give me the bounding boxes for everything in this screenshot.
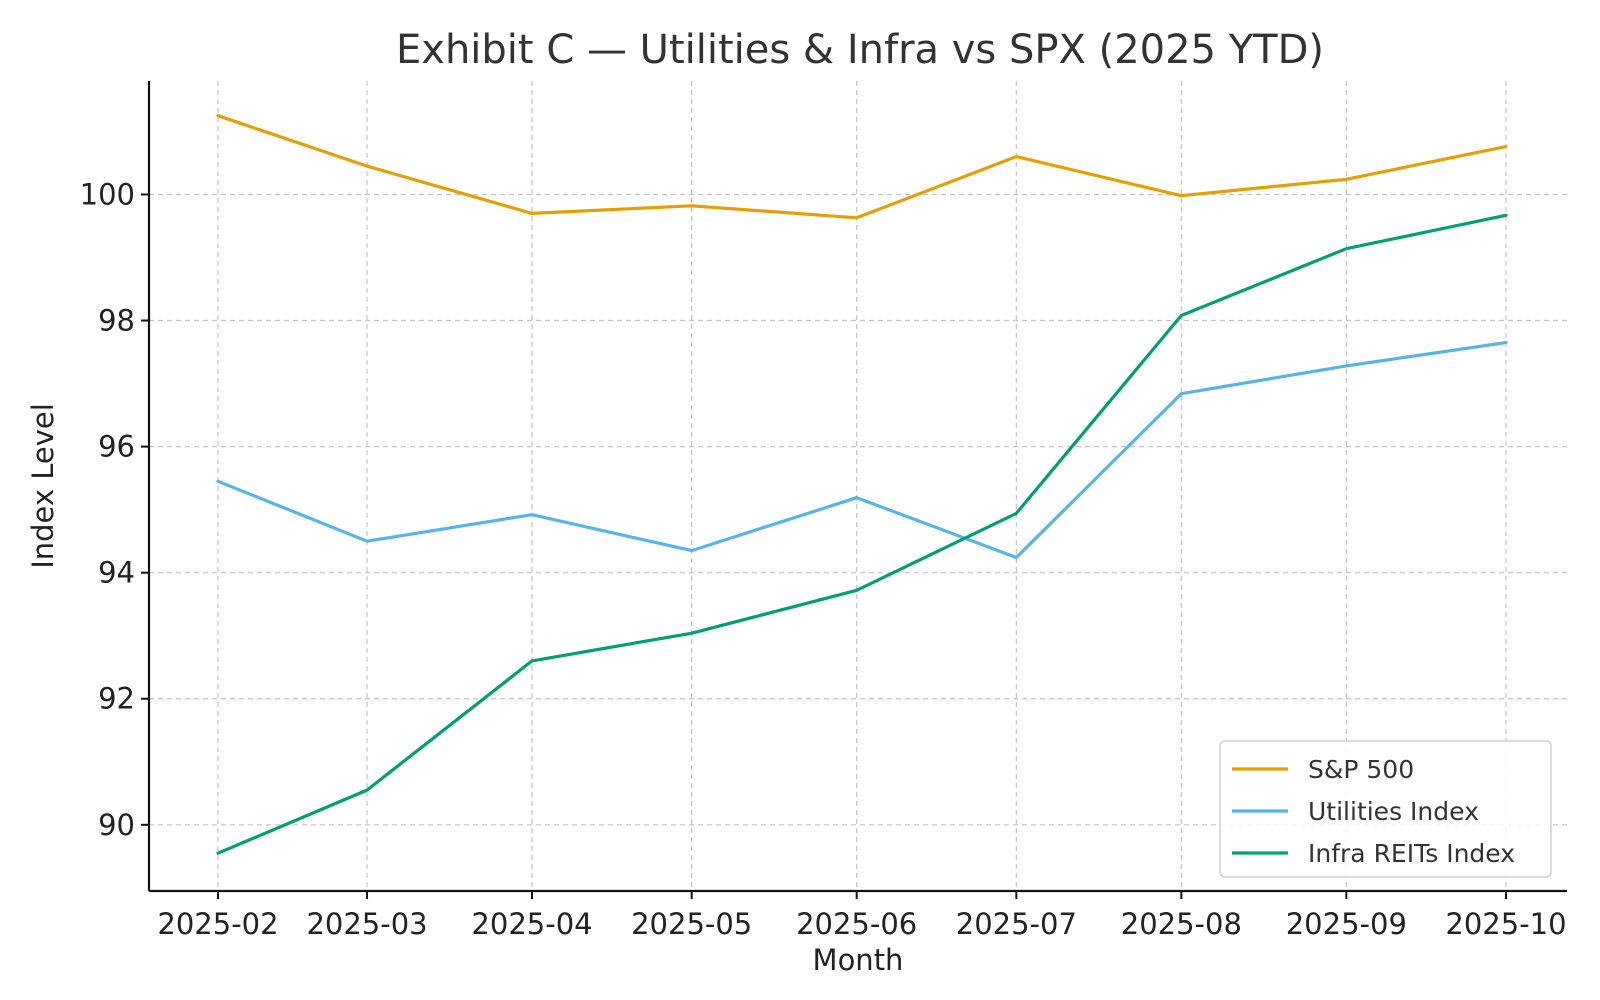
- x-tick-label: 2025-06: [796, 907, 917, 941]
- y-tick-label: 94: [98, 556, 135, 590]
- x-tick-label: 2025-07: [956, 907, 1077, 941]
- x-tick-label: 2025-04: [471, 907, 592, 941]
- y-tick-label: 98: [98, 304, 135, 338]
- y-tick-label: 90: [98, 808, 135, 842]
- x-axis-label: Month: [813, 943, 904, 977]
- series-line-s-p-500: [216, 114, 1508, 220]
- y-tick-label: 96: [98, 430, 135, 464]
- series-layer: [216, 114, 1508, 855]
- y-tick-label: 92: [98, 682, 135, 716]
- x-tick-label: 2025-05: [631, 907, 752, 941]
- series-line-infra-reits-index: [216, 213, 1508, 855]
- x-tick-label: 2025-03: [306, 907, 427, 941]
- legend-label: Infra REITs Index: [1308, 839, 1515, 868]
- grid-layer: [149, 81, 1567, 891]
- x-tick-label: 2025-10: [1445, 907, 1566, 941]
- x-ticks: 2025-02 2025-03 2025-04 2025-05 2025-06 2025-…: [157, 891, 1567, 941]
- chart-title: Exhibit C — Utilities & Infra vs SPX (20…: [396, 27, 1324, 73]
- axes: [147, 81, 1567, 893]
- x-tick-label: 2025-02: [157, 907, 278, 941]
- legend-box: [1219, 740, 1552, 878]
- legend-label: S&P 500: [1308, 755, 1414, 784]
- y-ticks: 90 92 94 96 98 100: [80, 177, 149, 842]
- series-line-utilities-index: [216, 341, 1508, 560]
- y-tick-label: 100: [80, 177, 135, 211]
- legend-items: S&P 500 Utilities Index Infra REITs Index: [1232, 755, 1515, 868]
- legend-label: Utilities Index: [1308, 797, 1479, 826]
- legend: S&P 500 Utilities Index Infra REITs Index: [1219, 740, 1552, 878]
- x-tick-label: 2025-08: [1121, 907, 1242, 941]
- y-axis-label: Index Level: [26, 403, 60, 569]
- x-tick-label: 2025-09: [1286, 907, 1407, 941]
